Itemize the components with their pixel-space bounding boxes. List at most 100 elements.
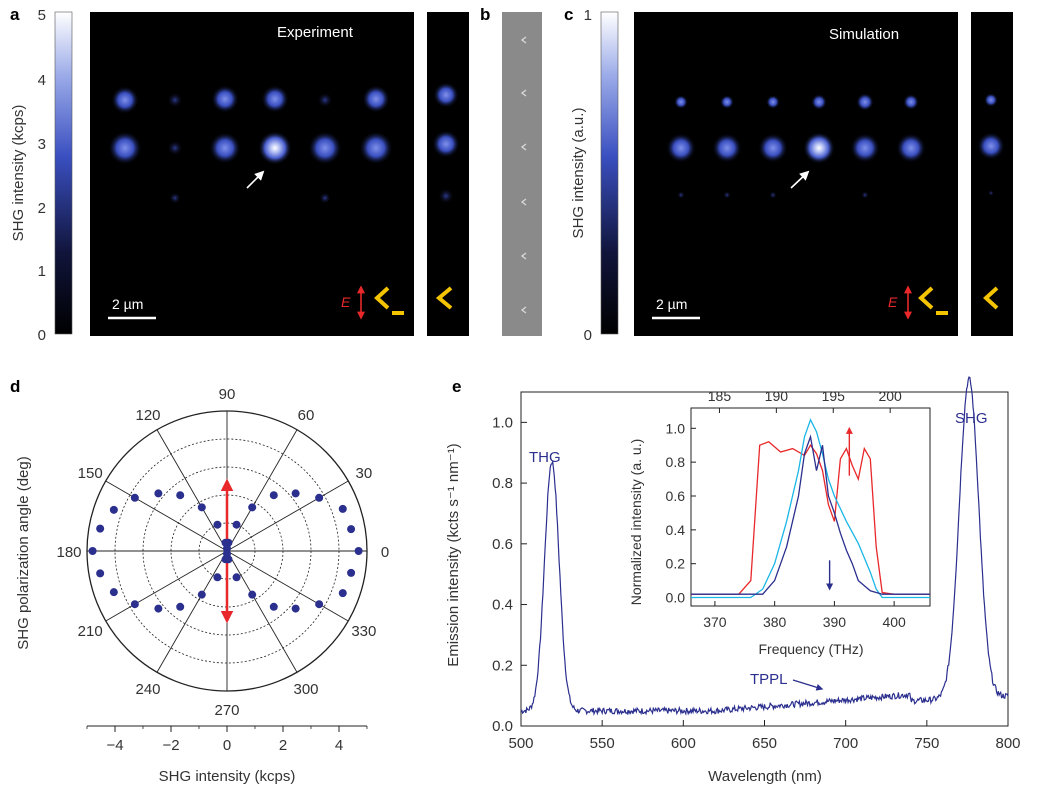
- inset-plot: 370 380 390 400 185 190 195 200 0.0 0.2 0.4 0.6 0.8 1…: [666, 388, 931, 630]
- polar-data-point: [130, 600, 139, 609]
- polar-x-tick-label: 4: [335, 737, 343, 754]
- simulation-image: [634, 12, 958, 336]
- spectrum-x-axis-title: Wavelength (nm): [708, 768, 822, 785]
- simulation-side-image: [971, 12, 1013, 336]
- polar-data-point: [338, 504, 347, 513]
- inset-y-tick-label: 0.6: [666, 488, 686, 504]
- spectrum-y-tick-label: 0.2: [492, 657, 513, 674]
- spectrum-x-tick-label: 550: [590, 735, 615, 752]
- inset-y-tick-label: 0.0: [666, 590, 686, 606]
- polar-data-point: [213, 520, 222, 529]
- sem-image: [502, 12, 542, 336]
- spectrum-curve: [520, 376, 1009, 717]
- polar-data-point: [176, 602, 185, 611]
- spectrum-y-tick-label: 1.0: [492, 414, 513, 431]
- inset-top-tick-label: 195: [822, 388, 846, 404]
- polar-data-point: [224, 555, 233, 564]
- inset-top-tick-label: 200: [878, 388, 902, 404]
- spectrum-x-tick-label: 750: [914, 735, 939, 752]
- inset-x-tick-label: 390: [823, 614, 847, 630]
- polar-angle-label: 180: [56, 544, 81, 561]
- svg-text:5: 5: [38, 7, 46, 24]
- polar-data-point: [248, 503, 257, 512]
- inset-y-axis-title: Normalized intensity (a. u.): [628, 439, 644, 606]
- field-label-a: E: [341, 294, 351, 310]
- polar-data-point: [232, 520, 241, 529]
- experiment-side-image: [427, 12, 469, 336]
- inset-frame: [690, 407, 931, 607]
- polar-angle-label: 210: [78, 623, 103, 640]
- polar-data-point: [176, 491, 185, 500]
- field-label-c: E: [888, 294, 898, 310]
- inset-top-tick-label: 185: [708, 388, 732, 404]
- panel-a-label: a: [10, 5, 20, 24]
- polar-data-point: [232, 573, 241, 582]
- polar-data-point: [96, 524, 105, 533]
- tppl-annotation: TPPL: [750, 671, 788, 688]
- polar-data-point: [248, 590, 257, 599]
- panel-b-label: b: [480, 5, 490, 24]
- svg-text:1: 1: [38, 263, 46, 280]
- simulation-title: Simulation: [829, 26, 899, 43]
- colorbar-a-title: SHG intensity (kcps): [10, 105, 27, 242]
- inset-series-navy: [691, 434, 930, 595]
- colorbar-a: [54, 11, 73, 335]
- polar-x-tick-label: 2: [279, 737, 287, 754]
- polar-data-point: [221, 538, 230, 547]
- polar-data-point: [197, 503, 206, 512]
- polar-data-point: [291, 604, 300, 613]
- polar-data-point: [315, 600, 324, 609]
- polar-angle-label: 270: [214, 702, 239, 719]
- polar-data-point: [96, 569, 105, 578]
- colorbar-c: [600, 11, 619, 335]
- polar-data-point: [347, 568, 356, 577]
- polar-angle-label: 240: [135, 681, 160, 698]
- polar-angle-label: 120: [135, 407, 160, 424]
- inset-series-cyan: [691, 418, 930, 599]
- antenna-marker-sim-icon: [918, 286, 934, 310]
- inset-series-red: [691, 441, 930, 595]
- spectrum-y-tick-label: 0.8: [492, 475, 513, 492]
- panel-d-label: d: [10, 377, 20, 396]
- polar-angle-label: 60: [298, 407, 315, 424]
- polar-data-point: [109, 505, 118, 514]
- polar-angle-label: 150: [78, 465, 103, 482]
- inset-x-tick-label: 380: [763, 614, 787, 630]
- antenna-marker-icon: [374, 286, 390, 310]
- inset-x-tick-label: 400: [882, 614, 906, 630]
- inset-y-tick-label: 0.4: [666, 522, 686, 538]
- svg-text:0: 0: [584, 327, 592, 344]
- inset-x-axis-title: Frequency (THz): [758, 641, 863, 657]
- inset-y-tick-label: 0.2: [666, 556, 686, 572]
- colorbar-c-title: SHG intensity (a.u.): [570, 108, 587, 239]
- experiment-title: Experiment: [277, 24, 354, 41]
- shg-annotation: SHG: [955, 410, 988, 427]
- spectrum-x-tick-label: 800: [995, 735, 1020, 752]
- polar-data-point: [154, 489, 163, 498]
- simulation-spots: [666, 93, 926, 199]
- polar-angle-label: 330: [351, 623, 376, 640]
- simulation-arrow: [790, 170, 810, 189]
- inset-y-tick-label: 0.8: [666, 454, 686, 470]
- spectrum-y-tick-label: 0.0: [492, 718, 513, 735]
- spectrum-y-tick-label: 0.4: [492, 597, 513, 614]
- antenna-marker-sim-side-icon: [983, 286, 999, 310]
- svg-text:3: 3: [38, 136, 46, 153]
- polar-angle-label: 0: [381, 544, 389, 561]
- scalebar-a-label: 2 µm: [112, 296, 143, 312]
- polar-data-point: [197, 590, 206, 599]
- panel-e-label: e: [452, 377, 461, 396]
- inset-y-tick-label: 1.0: [666, 420, 686, 436]
- polar-data-point: [347, 525, 356, 534]
- polar-data-point: [154, 604, 163, 613]
- polar-data-point: [269, 602, 278, 611]
- experiment-arrow: [246, 170, 265, 189]
- spectrum-x-tick-label: 600: [671, 735, 696, 752]
- polar-data-point: [213, 573, 222, 582]
- polar-data-point: [354, 547, 363, 555]
- spectrum-y-axis-title: Emission intensity (kcts s⁻¹ nm⁻¹): [445, 443, 462, 666]
- polar-x-axis-title: SHG intensity (kcps): [159, 768, 296, 785]
- spectrum-y-tick-label: 0.6: [492, 536, 513, 553]
- experiment-image: [90, 12, 414, 336]
